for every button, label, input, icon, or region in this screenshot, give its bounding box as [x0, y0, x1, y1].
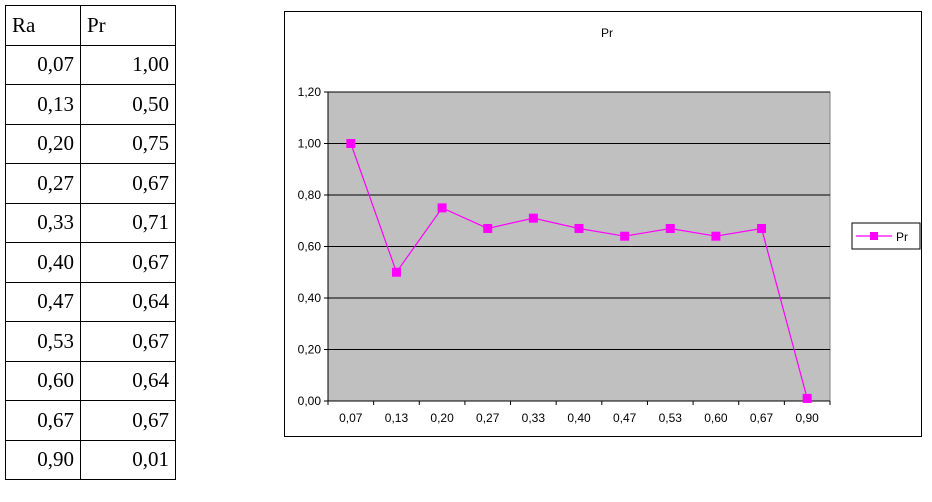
table-row: 0,33 0,71: [5, 202, 176, 243]
x-tick-label: 0,20: [430, 411, 454, 425]
table-row: 0,40 0,67: [5, 242, 176, 283]
data-point-marker: [802, 393, 812, 403]
legend-label: Pr: [896, 230, 908, 244]
x-tick-label: 0,13: [385, 411, 409, 425]
table-row: 0,27 0,67: [5, 163, 176, 204]
data-point-marker: [437, 203, 447, 213]
table-row: 0,20 0,75: [5, 123, 176, 164]
y-tick-label: 1,20: [298, 85, 322, 99]
y-tick-label: 0,00: [298, 394, 322, 408]
cell-ra: 0,20: [5, 123, 81, 164]
table-row: 0,47 0,64: [5, 281, 176, 322]
y-tick-label: 0,80: [298, 188, 322, 202]
data-table: Ra Pr 0,07 1,00 0,13 0,50 0,20 0,75 0,27 0,67 0,…: [5, 5, 176, 480]
table-row: 0,90 0,01: [5, 439, 176, 480]
x-tick-label: 0,47: [613, 411, 637, 425]
data-point-marker: [757, 223, 767, 233]
line-chart: Pr 0,00 0,20 0,40 0,60 0,80 1,00 1,20 0,07 0,13 0,…: [298, 26, 921, 425]
x-tick-label: 0,33: [522, 411, 546, 425]
x-tick-label: 0,67: [750, 411, 774, 425]
cell-pr: 0,67: [80, 242, 176, 283]
x-tick-label: 0,53: [659, 411, 683, 425]
cell-pr: 1,00: [80, 44, 176, 85]
cell-ra: 0,07: [5, 44, 81, 85]
header-pr: Pr: [80, 5, 176, 46]
x-tick-label: 0,60: [704, 411, 728, 425]
header-ra: Ra: [5, 5, 81, 46]
data-point-marker: [711, 231, 721, 241]
data-point-marker: [620, 231, 630, 241]
cell-pr: 0,64: [80, 360, 176, 401]
table-row: 0,53 0,67: [5, 321, 176, 362]
cell-ra: 0,53: [5, 321, 81, 362]
chart-frame: Pr 0,00 0,20 0,40 0,60 0,80 1,00 1,20 0,07 0,13 0,…: [284, 11, 922, 437]
cell-ra: 0,90: [5, 439, 81, 480]
cell-pr: 0,67: [80, 400, 176, 441]
y-tick-label: 1,00: [298, 137, 322, 151]
x-tick-label: 0,27: [476, 411, 500, 425]
cell-ra: 0,47: [5, 281, 81, 322]
table-header-row: Ra Pr: [5, 5, 176, 46]
cell-pr: 0,67: [80, 163, 176, 204]
data-point-marker: [574, 223, 584, 233]
table-row: 0,13 0,50: [5, 84, 176, 125]
cell-pr: 0,01: [80, 439, 176, 480]
cell-pr: 0,71: [80, 202, 176, 243]
table-row: 0,67 0,67: [5, 400, 176, 441]
cell-ra: 0,67: [5, 400, 81, 441]
chart-title: Pr: [601, 26, 613, 40]
cell-pr: 0,75: [80, 123, 176, 164]
y-tick-label: 0,20: [298, 343, 322, 357]
y-tick-label: 0,60: [298, 240, 322, 254]
cell-ra: 0,27: [5, 163, 81, 204]
data-point-marker: [391, 267, 401, 277]
data-point-marker: [528, 213, 538, 223]
legend-marker: [870, 232, 878, 240]
table-row: 0,60 0,64: [5, 360, 176, 401]
y-tick-label: 0,40: [298, 291, 322, 305]
cell-ra: 0,40: [5, 242, 81, 283]
table-row: 0,07 1,00: [5, 44, 176, 85]
cell-pr: 0,64: [80, 281, 176, 322]
x-tick-label: 0,90: [796, 411, 820, 425]
cell-ra: 0,33: [5, 202, 81, 243]
cell-ra: 0,60: [5, 360, 81, 401]
data-point-marker: [665, 223, 675, 233]
cell-pr: 0,67: [80, 321, 176, 362]
data-point-marker: [346, 139, 356, 148]
data-point-marker: [483, 223, 493, 233]
x-tick-label: 0,40: [567, 411, 591, 425]
cell-pr: 0,50: [80, 84, 176, 125]
x-tick-label: 0,07: [339, 411, 363, 425]
cell-ra: 0,13: [5, 84, 81, 125]
